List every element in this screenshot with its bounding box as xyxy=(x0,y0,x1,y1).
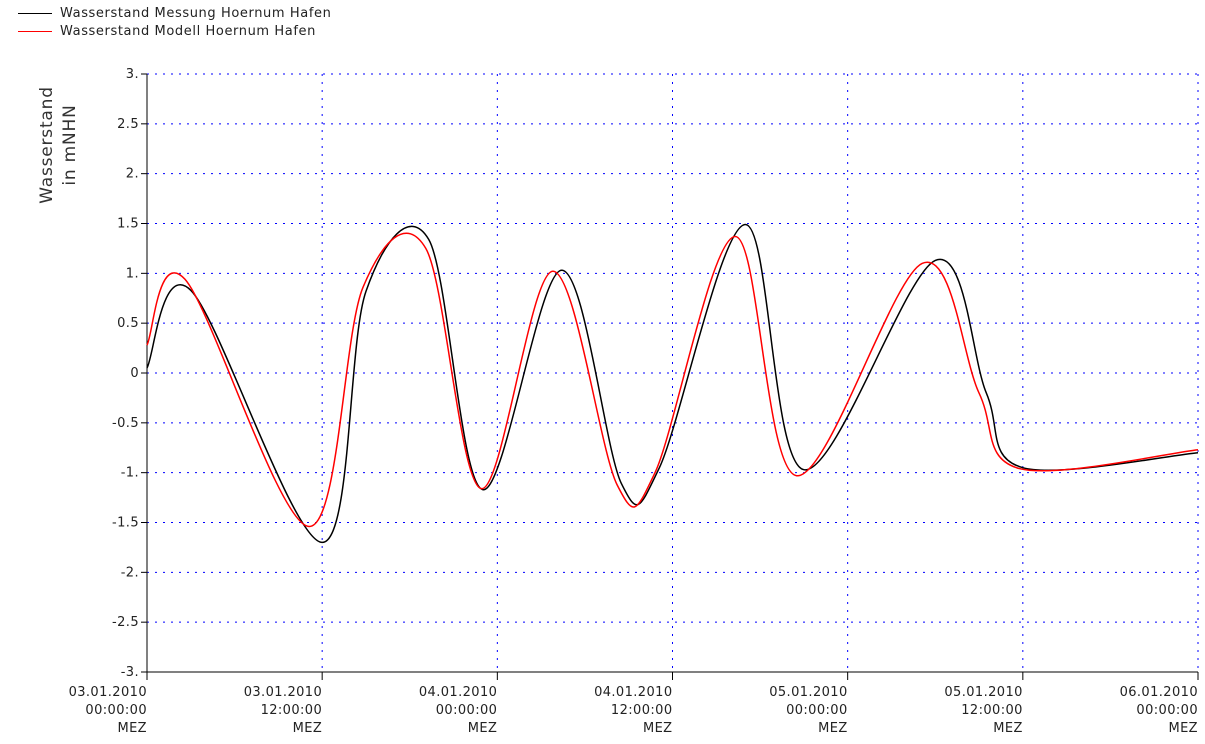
y-tick-label: 1.5 xyxy=(117,217,139,232)
legend-swatch-messung xyxy=(18,12,52,14)
series-line-messung xyxy=(146,223,1199,544)
x-tick-label-date: 04.01.2010 xyxy=(419,685,497,700)
y-tick-label: 3. xyxy=(126,67,139,82)
x-tick-label-tz: MEZ xyxy=(468,721,498,736)
legend-item-messung: Wasserstand Messung Hoernum Hafen xyxy=(18,4,331,22)
x-tick-label-date: 05.01.2010 xyxy=(769,685,847,700)
x-tick-label-date: 06.01.2010 xyxy=(1120,685,1198,700)
x-tick-label-time: 00:00:00 xyxy=(436,703,498,718)
x-tick-label-tz: MEZ xyxy=(993,721,1023,736)
series-layer xyxy=(146,223,1199,544)
y-tick-label: 1. xyxy=(126,266,139,281)
y-tick-label: 0.5 xyxy=(117,316,139,331)
x-tick-label-time: 00:00:00 xyxy=(1136,703,1198,718)
x-tick-label-time: 00:00:00 xyxy=(85,703,147,718)
x-tick-label-date: 03.01.2010 xyxy=(244,685,322,700)
y-axis-label-line1: Wasserstand xyxy=(37,86,57,204)
y-tick-label: -1. xyxy=(121,466,139,481)
y-tick-label: -2.5 xyxy=(112,615,139,630)
x-tick-label-time: 12:00:00 xyxy=(261,703,323,718)
y-tick-label: -0.5 xyxy=(112,416,139,431)
x-tick-label-date: 04.01.2010 xyxy=(594,685,672,700)
legend: Wasserstand Messung Hoernum Hafen Wasser… xyxy=(18,4,331,40)
x-tick-label-date: 03.01.2010 xyxy=(69,685,147,700)
y-axis-label: Wasserstand in mNHN xyxy=(37,86,80,204)
y-tick-label: 2. xyxy=(126,167,139,182)
x-tick-label-tz: MEZ xyxy=(117,721,147,736)
grid-layer xyxy=(147,73,1199,672)
y-tick-label: -1.5 xyxy=(112,516,139,531)
y-tick-label: 0 xyxy=(130,366,139,381)
x-tick-label-date: 05.01.2010 xyxy=(944,685,1022,700)
legend-swatch-modell xyxy=(18,30,52,32)
x-tick-label-time: 12:00:00 xyxy=(611,703,673,718)
x-tick-label-time: 12:00:00 xyxy=(961,703,1023,718)
legend-item-modell: Wasserstand Modell Hoernum Hafen xyxy=(18,22,331,40)
x-tick-label-tz: MEZ xyxy=(643,721,673,736)
x-tick-label-tz: MEZ xyxy=(818,721,848,736)
x-tick-label-tz: MEZ xyxy=(293,721,323,736)
legend-label-modell: Wasserstand Modell Hoernum Hafen xyxy=(60,23,316,39)
y-tick-label: 2.5 xyxy=(117,117,139,132)
x-tick-label-tz: MEZ xyxy=(1168,721,1198,736)
x-tick-label-time: 00:00:00 xyxy=(786,703,848,718)
series-line-modell xyxy=(146,232,1199,528)
y-tick-label: -2. xyxy=(121,565,139,580)
y-tick-label: -3. xyxy=(121,665,139,680)
y-axis-label-line2: in mNHN xyxy=(60,104,80,185)
axes-layer: -3. -2.5 -2. -1.5 -1. -0.5 0 0.5 1. 1.5 2. 2.5 3. 03.… xyxy=(69,67,1199,736)
legend-label-messung: Wasserstand Messung Hoernum Hafen xyxy=(60,5,332,21)
